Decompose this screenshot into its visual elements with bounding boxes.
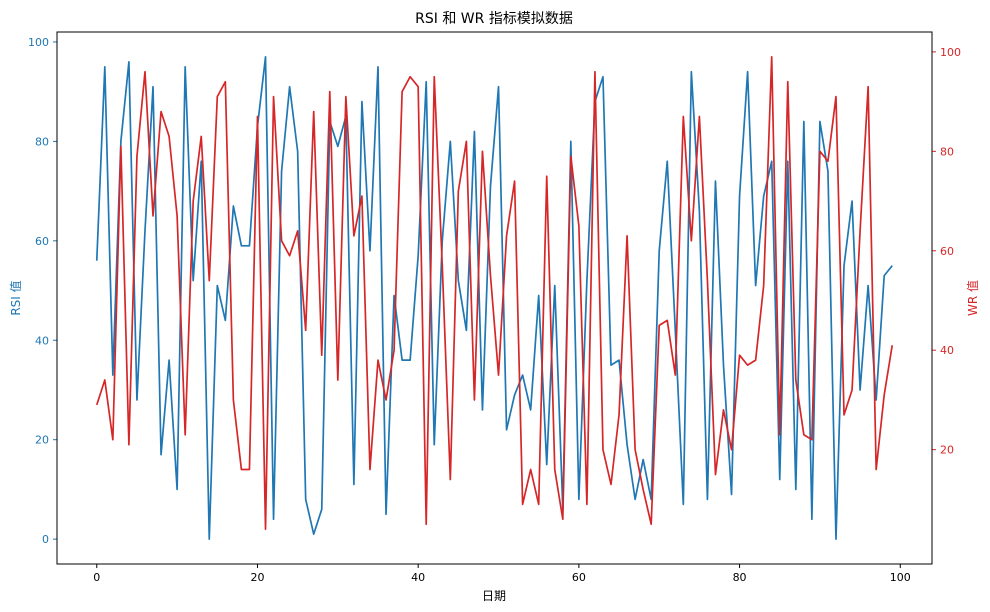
x-tick-label: 0 <box>93 571 100 584</box>
x-axis-ticks: 0 20 40 60 80 100 <box>93 564 911 584</box>
x-tick-label: 80 <box>733 571 747 584</box>
right-y-axis-ticks: 20 40 60 80 100 <box>932 46 961 457</box>
left-y-tick-label: 0 <box>42 533 49 546</box>
right-y-axis-label: WR 值 <box>965 280 980 316</box>
right-y-tick-label: 80 <box>940 145 954 158</box>
wr-series-line <box>95 56 894 531</box>
x-tick-label: 40 <box>411 571 425 584</box>
x-axis-label: 日期 <box>482 589 506 603</box>
plot-area <box>95 56 894 540</box>
left-y-tick-label: 20 <box>35 434 49 447</box>
left-y-tick-label: 60 <box>35 235 49 248</box>
left-y-axis-ticks: 0 20 40 60 80 100 <box>28 36 57 546</box>
x-tick-label: 60 <box>572 571 586 584</box>
left-y-tick-label: 100 <box>28 36 49 49</box>
right-y-tick-label: 40 <box>940 344 954 357</box>
left-y-axis-label: RSI 值 <box>8 280 23 315</box>
x-tick-label: 100 <box>890 571 911 584</box>
plot-frame <box>56 31 933 565</box>
left-y-tick-label: 40 <box>35 334 49 347</box>
right-y-tick-label: 60 <box>940 245 954 258</box>
chart-title: RSI 和 WR 指标模拟数据 <box>415 11 573 27</box>
left-y-tick-label: 80 <box>35 135 49 148</box>
x-tick-label: 20 <box>250 571 264 584</box>
right-y-tick-label: 20 <box>940 444 954 457</box>
right-y-tick-label: 100 <box>940 46 961 59</box>
